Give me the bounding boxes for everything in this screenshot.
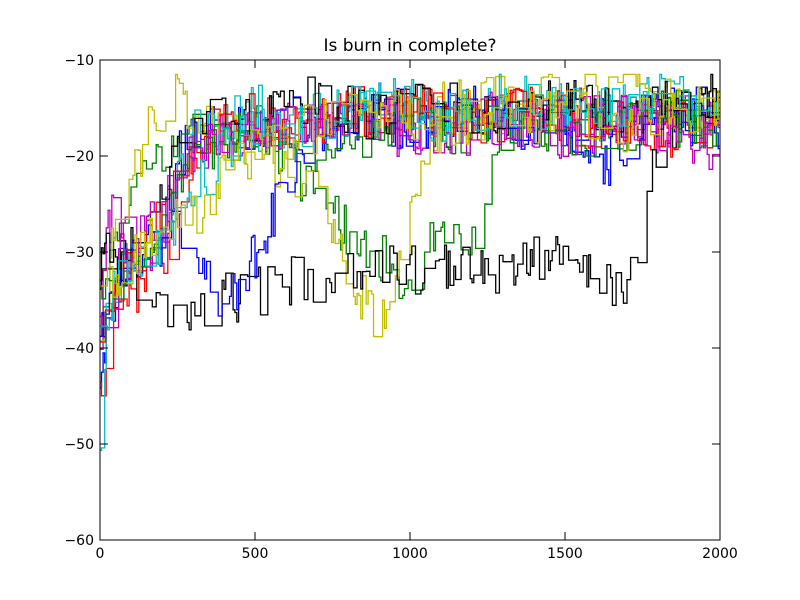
y-tick-label: −50 — [64, 437, 94, 453]
x-tick-label: 0 — [96, 546, 105, 562]
y-tick-label: −10 — [64, 53, 94, 69]
x-axis: 0 500 1000 1500 2000 — [96, 60, 738, 562]
series-line-7 — [100, 88, 720, 338]
y-tick-label: −30 — [64, 245, 94, 261]
x-tick-label: 1500 — [547, 546, 583, 562]
y-tick-label: −40 — [64, 341, 94, 357]
y-axis: −60 −50 −40 −30 −20 −10 — [64, 53, 720, 549]
x-tick-label: 2000 — [702, 546, 738, 562]
chart-title: Is burn in complete? — [323, 36, 496, 56]
series-line-5 — [100, 73, 720, 342]
x-tick-label: 500 — [242, 546, 269, 562]
series-line-3 — [100, 73, 720, 451]
y-tick-label: −20 — [64, 149, 94, 165]
y-tick-label: −60 — [64, 533, 94, 549]
series-layer — [100, 73, 720, 451]
x-tick-label: 1000 — [392, 546, 428, 562]
series-line-13 — [100, 86, 720, 298]
series-line-6 — [100, 73, 720, 331]
